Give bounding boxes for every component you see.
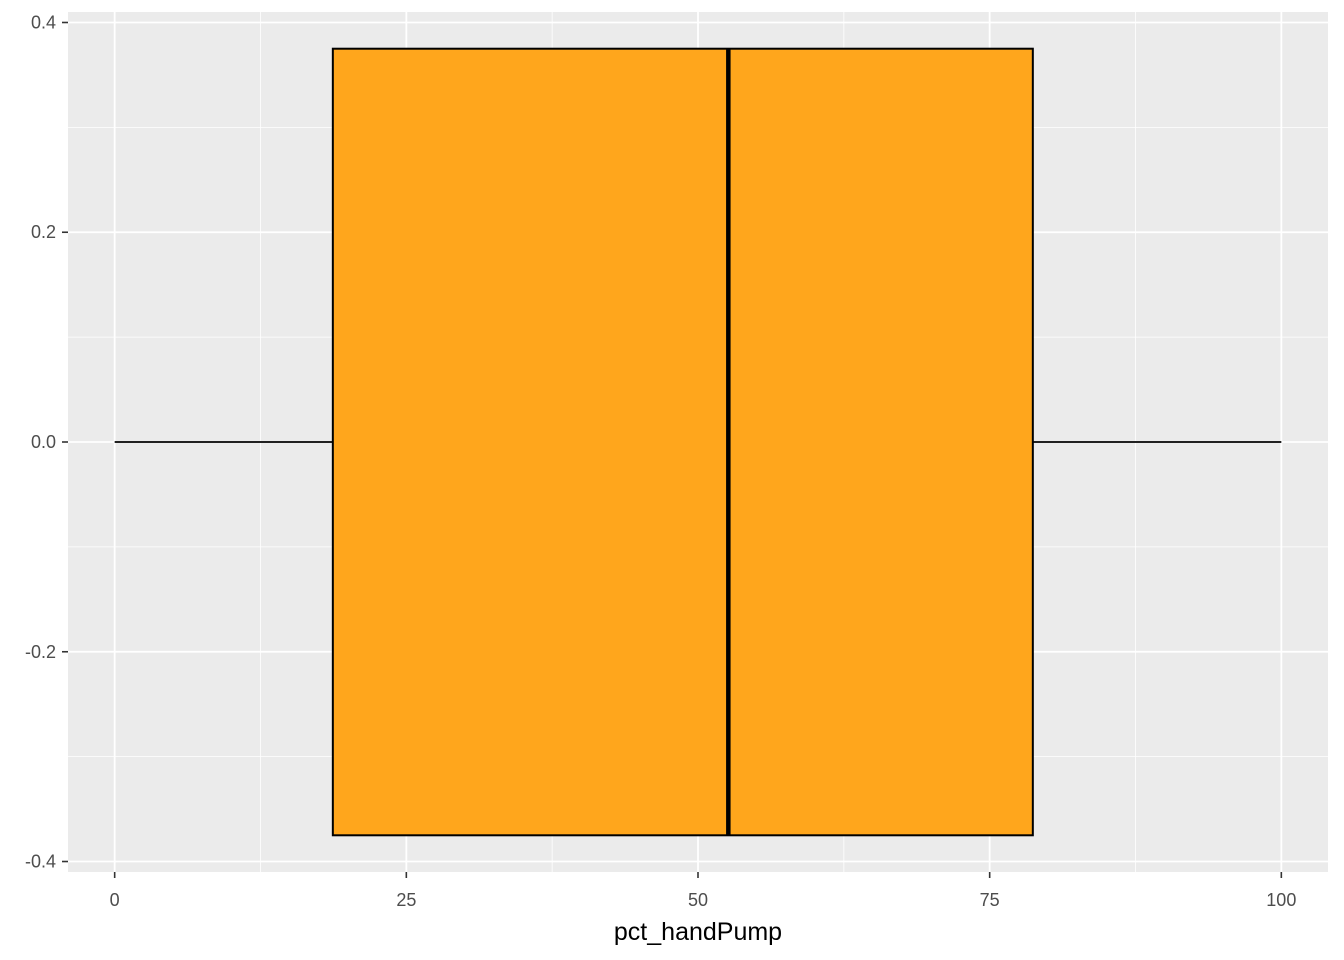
x-tick-label: 50 xyxy=(688,890,708,910)
x-tick-label: 75 xyxy=(980,890,1000,910)
y-tick-label: 0.0 xyxy=(31,432,56,452)
y-tick-label: 0.2 xyxy=(31,222,56,242)
axes: 0 25 50 75 100 -0.4 -0.2 0.0 0.2 0.4 xyxy=(25,12,1296,910)
y-tick-label: 0.4 xyxy=(31,12,56,32)
x-axis-title: pct_handPump xyxy=(614,918,782,946)
x-tick-label: 25 xyxy=(396,890,416,910)
x-tick-label: 0 xyxy=(110,890,120,910)
box-marks xyxy=(114,47,1282,837)
y-tick-label: -0.4 xyxy=(25,852,56,872)
x-tick-label: 100 xyxy=(1266,890,1296,910)
y-tick-label: -0.2 xyxy=(25,642,56,662)
box-iqr xyxy=(331,47,1034,837)
